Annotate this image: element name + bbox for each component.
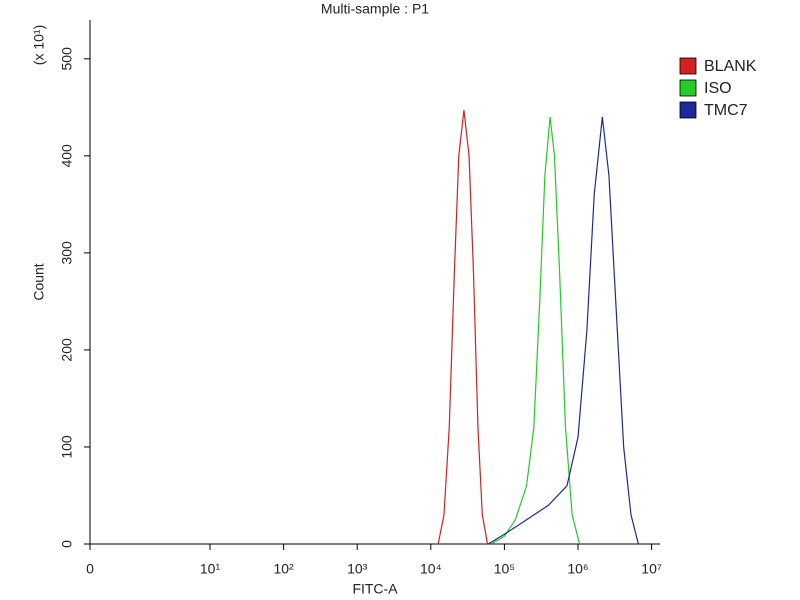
y-tick-label: 200 <box>59 338 75 362</box>
y-axis-label: Count <box>31 263 47 300</box>
legend-swatch <box>679 101 697 119</box>
legend-label: ISO <box>704 80 732 97</box>
y-multiplier: (x 10¹) <box>31 25 47 65</box>
y-tick-label: 0 <box>59 540 75 548</box>
series-line <box>437 110 489 545</box>
x-tick-label: 0 <box>86 561 94 577</box>
chart-title: Multi-sample : P1 <box>321 1 429 17</box>
legend-swatch <box>679 57 697 75</box>
x-tick-label: 10³ <box>347 561 368 577</box>
legend-label: BLANK <box>704 58 757 75</box>
legend-swatch <box>679 79 697 97</box>
x-tick-label: 10⁵ <box>494 561 515 577</box>
series-line <box>490 116 581 545</box>
x-tick-label: 10⁷ <box>641 561 662 577</box>
series-line <box>487 116 639 545</box>
y-tick-label: 300 <box>59 241 75 265</box>
x-tick-label: 10¹ <box>200 561 221 577</box>
x-axis-label: FITC-A <box>352 581 398 597</box>
x-tick-label: 10² <box>273 561 294 577</box>
y-tick-label: 400 <box>59 144 75 168</box>
x-tick-label: 10⁴ <box>420 561 442 577</box>
y-tick-label: 100 <box>59 435 75 459</box>
x-tick-label: 10⁶ <box>567 561 588 577</box>
y-tick-label: 500 <box>59 47 75 71</box>
legend-label: TMC7 <box>704 102 748 119</box>
